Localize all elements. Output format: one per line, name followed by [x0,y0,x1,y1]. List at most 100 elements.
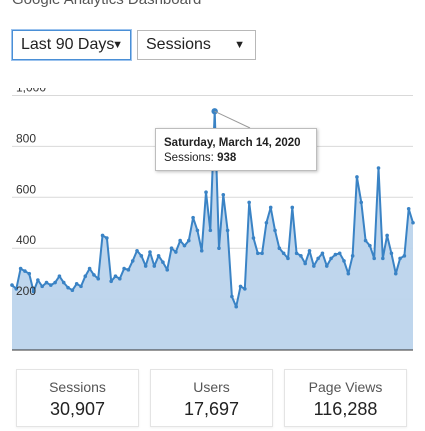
data-point[interactable] [286,256,290,261]
data-point[interactable] [393,271,398,276]
data-point[interactable] [87,266,92,271]
data-point[interactable] [303,261,308,266]
data-point[interactable] [359,200,364,205]
data-point[interactable] [169,246,174,250]
data-point[interactable] [113,274,118,278]
data-point[interactable] [109,279,113,284]
data-point[interactable] [320,251,325,256]
data-point[interactable] [161,260,165,264]
data-point[interactable] [225,228,230,233]
data-point[interactable] [130,259,135,263]
data-point[interactable] [312,264,316,268]
data-point[interactable] [178,238,182,243]
data-point[interactable] [195,228,200,233]
data-point[interactable] [105,236,109,240]
data-point[interactable] [264,220,269,225]
data-point[interactable] [57,274,62,278]
data-point[interactable] [281,251,286,256]
data-point[interactable] [53,280,57,285]
data-point[interactable] [363,238,368,243]
data-point[interactable] [355,175,359,179]
data-point[interactable] [389,251,394,256]
data-point[interactable] [23,269,27,273]
data-point[interactable] [307,248,312,253]
data-point[interactable] [96,276,101,281]
data-point[interactable] [36,278,40,282]
data-point[interactable] [299,254,303,258]
data-point[interactable] [333,252,338,257]
data-point[interactable] [316,256,320,261]
data-point[interactable] [74,282,79,286]
data-point[interactable] [411,220,415,225]
data-point[interactable] [350,254,355,258]
data-point[interactable] [381,256,385,261]
data-point[interactable] [117,276,122,281]
data-point[interactable] [70,288,75,292]
data-point[interactable] [290,205,295,210]
data-point[interactable] [217,246,221,250]
data-point[interactable] [251,236,256,240]
data-point[interactable] [143,264,148,268]
data-point[interactable] [346,271,351,276]
data-point[interactable] [83,274,88,278]
data-point[interactable] [49,283,53,287]
data-point[interactable] [342,259,346,263]
data-point[interactable] [368,243,372,248]
data-point[interactable] [186,238,191,243]
data-point[interactable] [324,264,329,268]
data-point[interactable] [66,285,70,290]
data-point[interactable] [44,280,49,285]
data-point[interactable] [199,248,204,253]
data-point[interactable] [165,268,170,272]
data-point[interactable] [139,254,144,258]
data-point[interactable] [221,192,226,197]
data-point[interactable] [260,251,264,256]
metric-select[interactable]: Sessions ▼ [137,30,256,60]
data-point[interactable] [182,243,187,248]
data-point[interactable] [10,283,14,287]
period-select[interactable]: Last 90 Days ▼ [12,30,131,60]
data-point[interactable] [402,254,407,258]
data-point[interactable] [152,264,157,268]
sessions-chart[interactable]: 200 400 600 800 1,000 [0,81,425,358]
data-point[interactable] [268,205,273,210]
data-point[interactable] [255,251,260,256]
data-point[interactable] [329,256,333,261]
data-point[interactable] [376,166,381,170]
data-point[interactable] [234,304,239,309]
data-point[interactable] [100,233,105,238]
data-point[interactable] [148,250,152,254]
data-point[interactable] [247,200,251,205]
data-point[interactable] [398,256,402,261]
tooltip-value: 938 [217,152,237,164]
stat-label: Page Views [308,379,383,395]
data-point[interactable] [277,246,282,250]
data-point[interactable] [273,228,277,233]
data-point[interactable] [204,190,208,195]
data-point[interactable] [294,251,299,256]
data-point[interactable] [79,284,83,289]
data-point[interactable] [14,287,19,291]
highlighted-point[interactable] [211,108,218,115]
data-point[interactable] [122,266,126,271]
data-point[interactable] [385,233,389,238]
data-point[interactable] [135,248,139,253]
data-point[interactable] [27,271,32,276]
data-point[interactable] [40,284,44,289]
data-point[interactable] [156,254,161,258]
data-point[interactable] [406,206,411,211]
data-point[interactable] [238,284,243,289]
data-point[interactable] [191,215,195,220]
data-point[interactable] [243,287,247,291]
data-point[interactable] [61,280,66,285]
data-point[interactable] [92,273,96,277]
data-point[interactable] [31,289,36,294]
data-point[interactable] [372,256,376,261]
data-point[interactable] [174,250,178,254]
data-point[interactable] [18,266,23,271]
data-point[interactable] [208,228,213,233]
data-point[interactable] [126,268,131,272]
chart-tooltip: Saturday, March 14, 2020 Sessions: 938 [155,128,317,171]
data-point[interactable] [337,251,342,256]
data-point[interactable] [230,294,234,299]
